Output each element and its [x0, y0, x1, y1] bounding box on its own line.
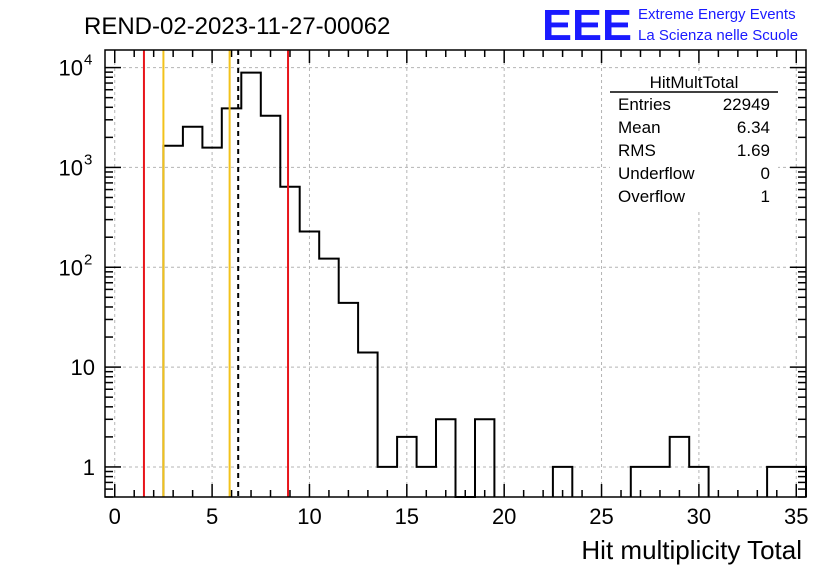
logo-line-2: La Scienza nelle Scuole [638, 27, 798, 44]
y-tick-label-exponent: 2 [84, 251, 92, 268]
stats-value: 6.34 [737, 118, 770, 137]
histogram-bin [202, 148, 221, 497]
x-tick-label: 5 [206, 504, 218, 529]
stats-box: HitMultTotal Entries 22949 Mean 6.34 RMS 1.69… [610, 72, 778, 210]
stats-background [610, 72, 778, 210]
histogram-bin [183, 127, 202, 497]
stats-value: 1.69 [737, 141, 770, 160]
stats-label: Overflow [618, 187, 686, 206]
x-tick-label: 15 [395, 504, 419, 529]
x-tick-label: 35 [784, 504, 808, 529]
histogram-bin [261, 116, 280, 497]
histogram-bin [241, 73, 260, 497]
histogram-bin [280, 187, 299, 497]
x-axis-label: Hit multiplicity Total [581, 535, 802, 565]
histogram [162, 71, 807, 498]
marker-lines [142, 50, 290, 497]
stats-value: 1 [761, 187, 770, 206]
histogram-bin [436, 419, 455, 497]
y-tick-label-exponent: 3 [84, 151, 92, 168]
plot-frame [104, 49, 807, 498]
histogram-bin [300, 232, 319, 497]
eee-logo: EEE Extreme Energy Events La Scienza nel… [542, 1, 798, 50]
stats-label: Underflow [618, 164, 695, 183]
histogram-bin [475, 419, 494, 497]
stats-label: Mean [618, 118, 661, 137]
histogram-bin [319, 259, 338, 497]
stats-label: RMS [618, 141, 656, 160]
x-tick-label: 30 [687, 504, 711, 529]
stats-title: HitMultTotal [650, 73, 739, 92]
histogram-bin [670, 437, 689, 497]
stats-label: Entries [618, 95, 671, 114]
x-tick-label: 20 [492, 504, 516, 529]
stats-value: 22949 [723, 95, 770, 114]
y-tick-label: 10 [59, 56, 83, 81]
stats-value: 0 [761, 164, 770, 183]
histogram-outline [162, 71, 807, 498]
histogram-bin [163, 146, 182, 497]
y-tick-label: 10 [59, 255, 83, 280]
logo-mark: EEE [542, 1, 632, 50]
histogram-bin [358, 353, 377, 497]
chart-title: REND-02-2023-11-27-00062 [84, 13, 390, 40]
y-tick-label: 1 [83, 455, 95, 480]
stats-rows: Entries 22949 Mean 6.34 RMS 1.69 Underflow 0 Ove… [618, 95, 770, 206]
y-tick-label: 10 [71, 355, 95, 380]
y-tick-label: 10 [59, 155, 83, 180]
x-tick-label: 0 [109, 504, 121, 529]
x-tick-label: 10 [297, 504, 321, 529]
y-tick-label-exponent: 4 [84, 52, 92, 69]
histogram-bin [339, 303, 358, 497]
logo-line-1: Extreme Energy Events [638, 6, 796, 23]
x-tick-label: 25 [589, 504, 613, 529]
